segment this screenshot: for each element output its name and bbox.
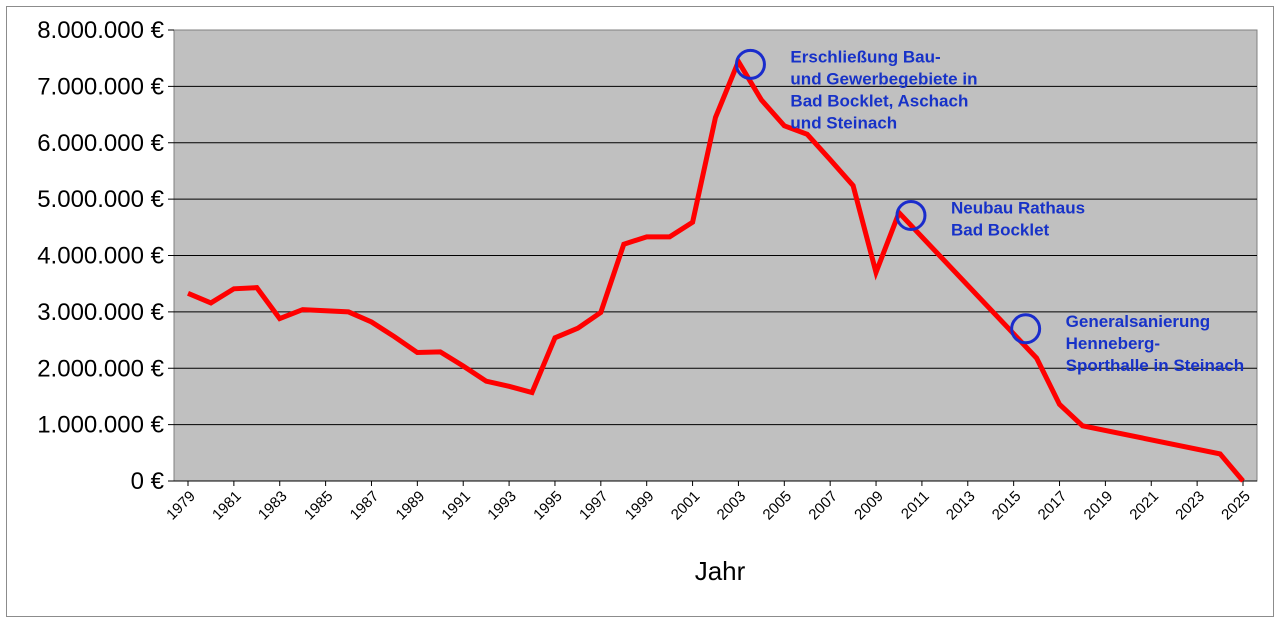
annotation-circle [734, 48, 766, 80]
series-line [187, 56, 1245, 483]
annotation-circle [1010, 313, 1042, 345]
y-tick-label: 4.000.000 € [37, 243, 164, 270]
gridlines [174, 85, 1257, 482]
y-tick-label: 0 € [131, 468, 165, 495]
annotation-text: Sporthalle in Steinach [1066, 356, 1245, 375]
annotations-layer: Erschließung Bau-und Gewerbegebiete in Ba… [734, 47, 1245, 375]
annotation-text: Bad Bocklet, Aschach [790, 91, 968, 110]
annotation-text: und Steinach [790, 113, 897, 132]
annotation-text: Bad Bocklet [951, 220, 1050, 239]
annotation-text: Erschließung Bau- [790, 47, 940, 66]
y-tick-label: 8.000.000 € [37, 17, 164, 44]
annotation-text: Neubau Rathaus [951, 198, 1085, 217]
y-tick-label: 2.000.000 € [37, 355, 164, 382]
annotation-text: und Gewerbegebiete in [790, 69, 977, 88]
y-tick-label: 5.000.000 € [37, 186, 164, 213]
y-tick-label: 3.000.000 € [37, 299, 164, 326]
y-axis-tick-labels: 0 € 1.000.000 € 2.000.000 € 3.000.000 € 4.00… [37, 17, 174, 495]
x-axis-title: Jahr [695, 556, 746, 586]
annotation-text: Henneberg- [1066, 334, 1160, 353]
annotation-circle [895, 199, 927, 231]
annotation-text: Generalsanierung [1066, 312, 1211, 331]
y-tick-label: 7.000.000 € [37, 73, 164, 100]
series-layer [187, 56, 1245, 483]
y-tick-label: 6.000.000 € [37, 130, 164, 157]
y-tick-label: 1.000.000 € [37, 412, 164, 439]
